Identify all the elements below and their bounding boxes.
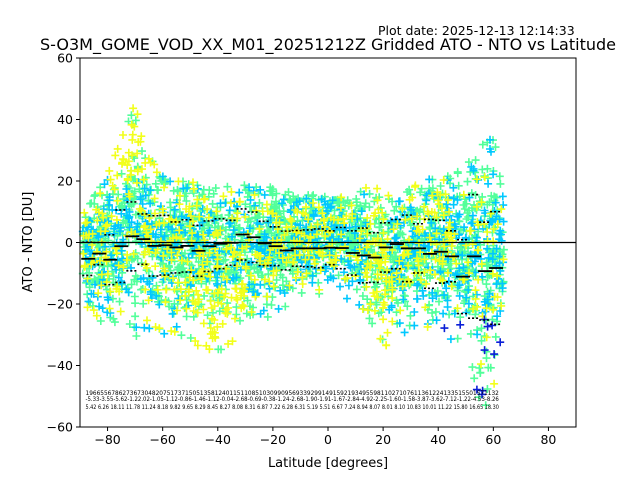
x-tick-label: 0 [324, 432, 332, 447]
x-tick-label: 80 [540, 432, 556, 447]
x-tick-label: 40 [430, 432, 446, 447]
x-tick-label: 60 [485, 432, 501, 447]
x-tick-label: −20 [260, 432, 286, 447]
plot-date: Plot date: 2025-12-13 12:14:33 [378, 23, 575, 38]
x-tick-label: −80 [94, 432, 120, 447]
y-tick-label: 20 [57, 174, 73, 189]
y-axis-label: ATO - NTO [DU] [21, 192, 36, 293]
x-axis: −80 −60 −40 −20 0 20 40 60 80 [94, 427, 556, 447]
stat-row-means: -5.33-3.55-5.62-1.22.02-1.05-1.12-0.86-1… [86, 396, 499, 403]
y-tick-label: −40 [47, 358, 73, 373]
bin-statistics: 1966556786273673048207517371505135812401… [86, 390, 500, 411]
y-tick-label: −60 [47, 420, 73, 435]
y-tick-label: 40 [57, 112, 73, 127]
stat-row-counts: 1966556786273673048207517371505135812401… [86, 390, 500, 397]
x-tick-label: 20 [375, 432, 391, 447]
y-tick-label: 0 [65, 235, 73, 250]
scatter-points [78, 104, 508, 410]
chart-title: S-O3M_GOME_VOD_XX_M01_20251212Z Gridded … [40, 35, 616, 55]
x-axis-label: Latitude [degrees] [268, 456, 388, 471]
x-tick-label: −40 [205, 432, 231, 447]
y-tick-label: 60 [57, 51, 73, 66]
x-tick-label: −60 [149, 432, 175, 447]
y-axis: −60 −40 −20 0 20 40 60 [47, 51, 80, 435]
mean-std-markers [81, 193, 504, 326]
y-tick-label: −20 [47, 297, 73, 312]
stat-row-stds: 5.42 6.26 18.11 11.78 11.24 8.18 9.82 9.… [86, 404, 499, 411]
